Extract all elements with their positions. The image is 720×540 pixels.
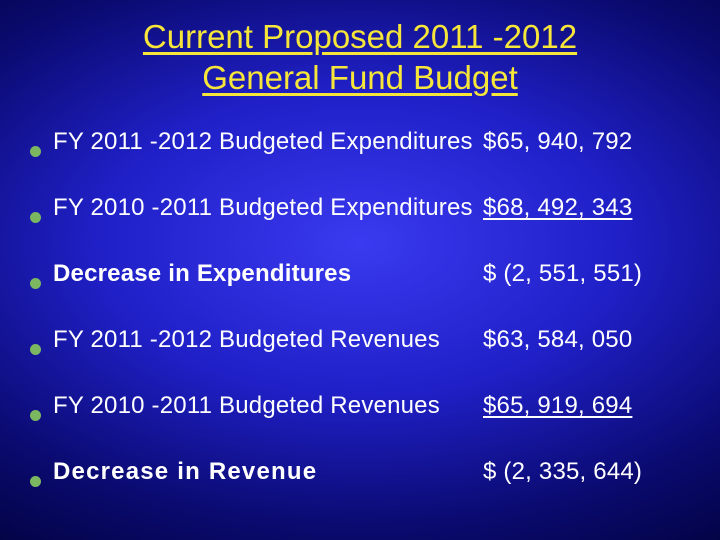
item-label: Decrease in Revenue xyxy=(53,458,483,486)
item-label: Decrease in Expenditures xyxy=(53,260,483,288)
item-value: $65, 940, 792 xyxy=(483,128,632,156)
item-label: FY 2011 -2012 Budgeted Expenditures xyxy=(53,128,483,156)
bullet-icon xyxy=(30,278,41,289)
list-item: FY 2011 -2012 Budgeted Expenditures$65, … xyxy=(30,128,700,156)
item-value: $65, 919, 694 xyxy=(483,392,632,420)
bullet-icon xyxy=(30,146,41,157)
bullet-icon xyxy=(30,212,41,223)
item-value: $ (2, 551, 551) xyxy=(483,260,642,288)
slide-title: Current Proposed 2011 -2012 General Fund… xyxy=(0,16,720,99)
bullet-icon xyxy=(30,410,41,421)
bullet-icon xyxy=(30,476,41,487)
title-line-2: General Fund Budget xyxy=(202,59,518,96)
list-item: FY 2011 -2012 Budgeted Revenues$63, 584,… xyxy=(30,326,700,354)
bullet-icon xyxy=(30,344,41,355)
item-label: FY 2010 -2011 Budgeted Revenues xyxy=(53,392,483,420)
item-label: FY 2010 -2011 Budgeted Expenditures xyxy=(53,194,483,222)
title-line-1: Current Proposed 2011 -2012 xyxy=(143,18,577,55)
item-value: $68, 492, 343 xyxy=(483,194,632,222)
list-item: FY 2010 -2011 Budgeted Expenditures$68, … xyxy=(30,194,700,222)
list-item: Decrease in Revenue$ (2, 335, 644) xyxy=(30,458,700,486)
bullet-list: FY 2011 -2012 Budgeted Expenditures$65, … xyxy=(30,128,700,524)
list-item: FY 2010 -2011 Budgeted Revenues$65, 919,… xyxy=(30,392,700,420)
slide: Current Proposed 2011 -2012 General Fund… xyxy=(0,0,720,540)
item-value: $ (2, 335, 644) xyxy=(483,458,642,486)
item-label: FY 2011 -2012 Budgeted Revenues xyxy=(53,326,483,354)
list-item: Decrease in Expenditures$ (2, 551, 551) xyxy=(30,260,700,288)
item-value: $63, 584, 050 xyxy=(483,326,632,354)
